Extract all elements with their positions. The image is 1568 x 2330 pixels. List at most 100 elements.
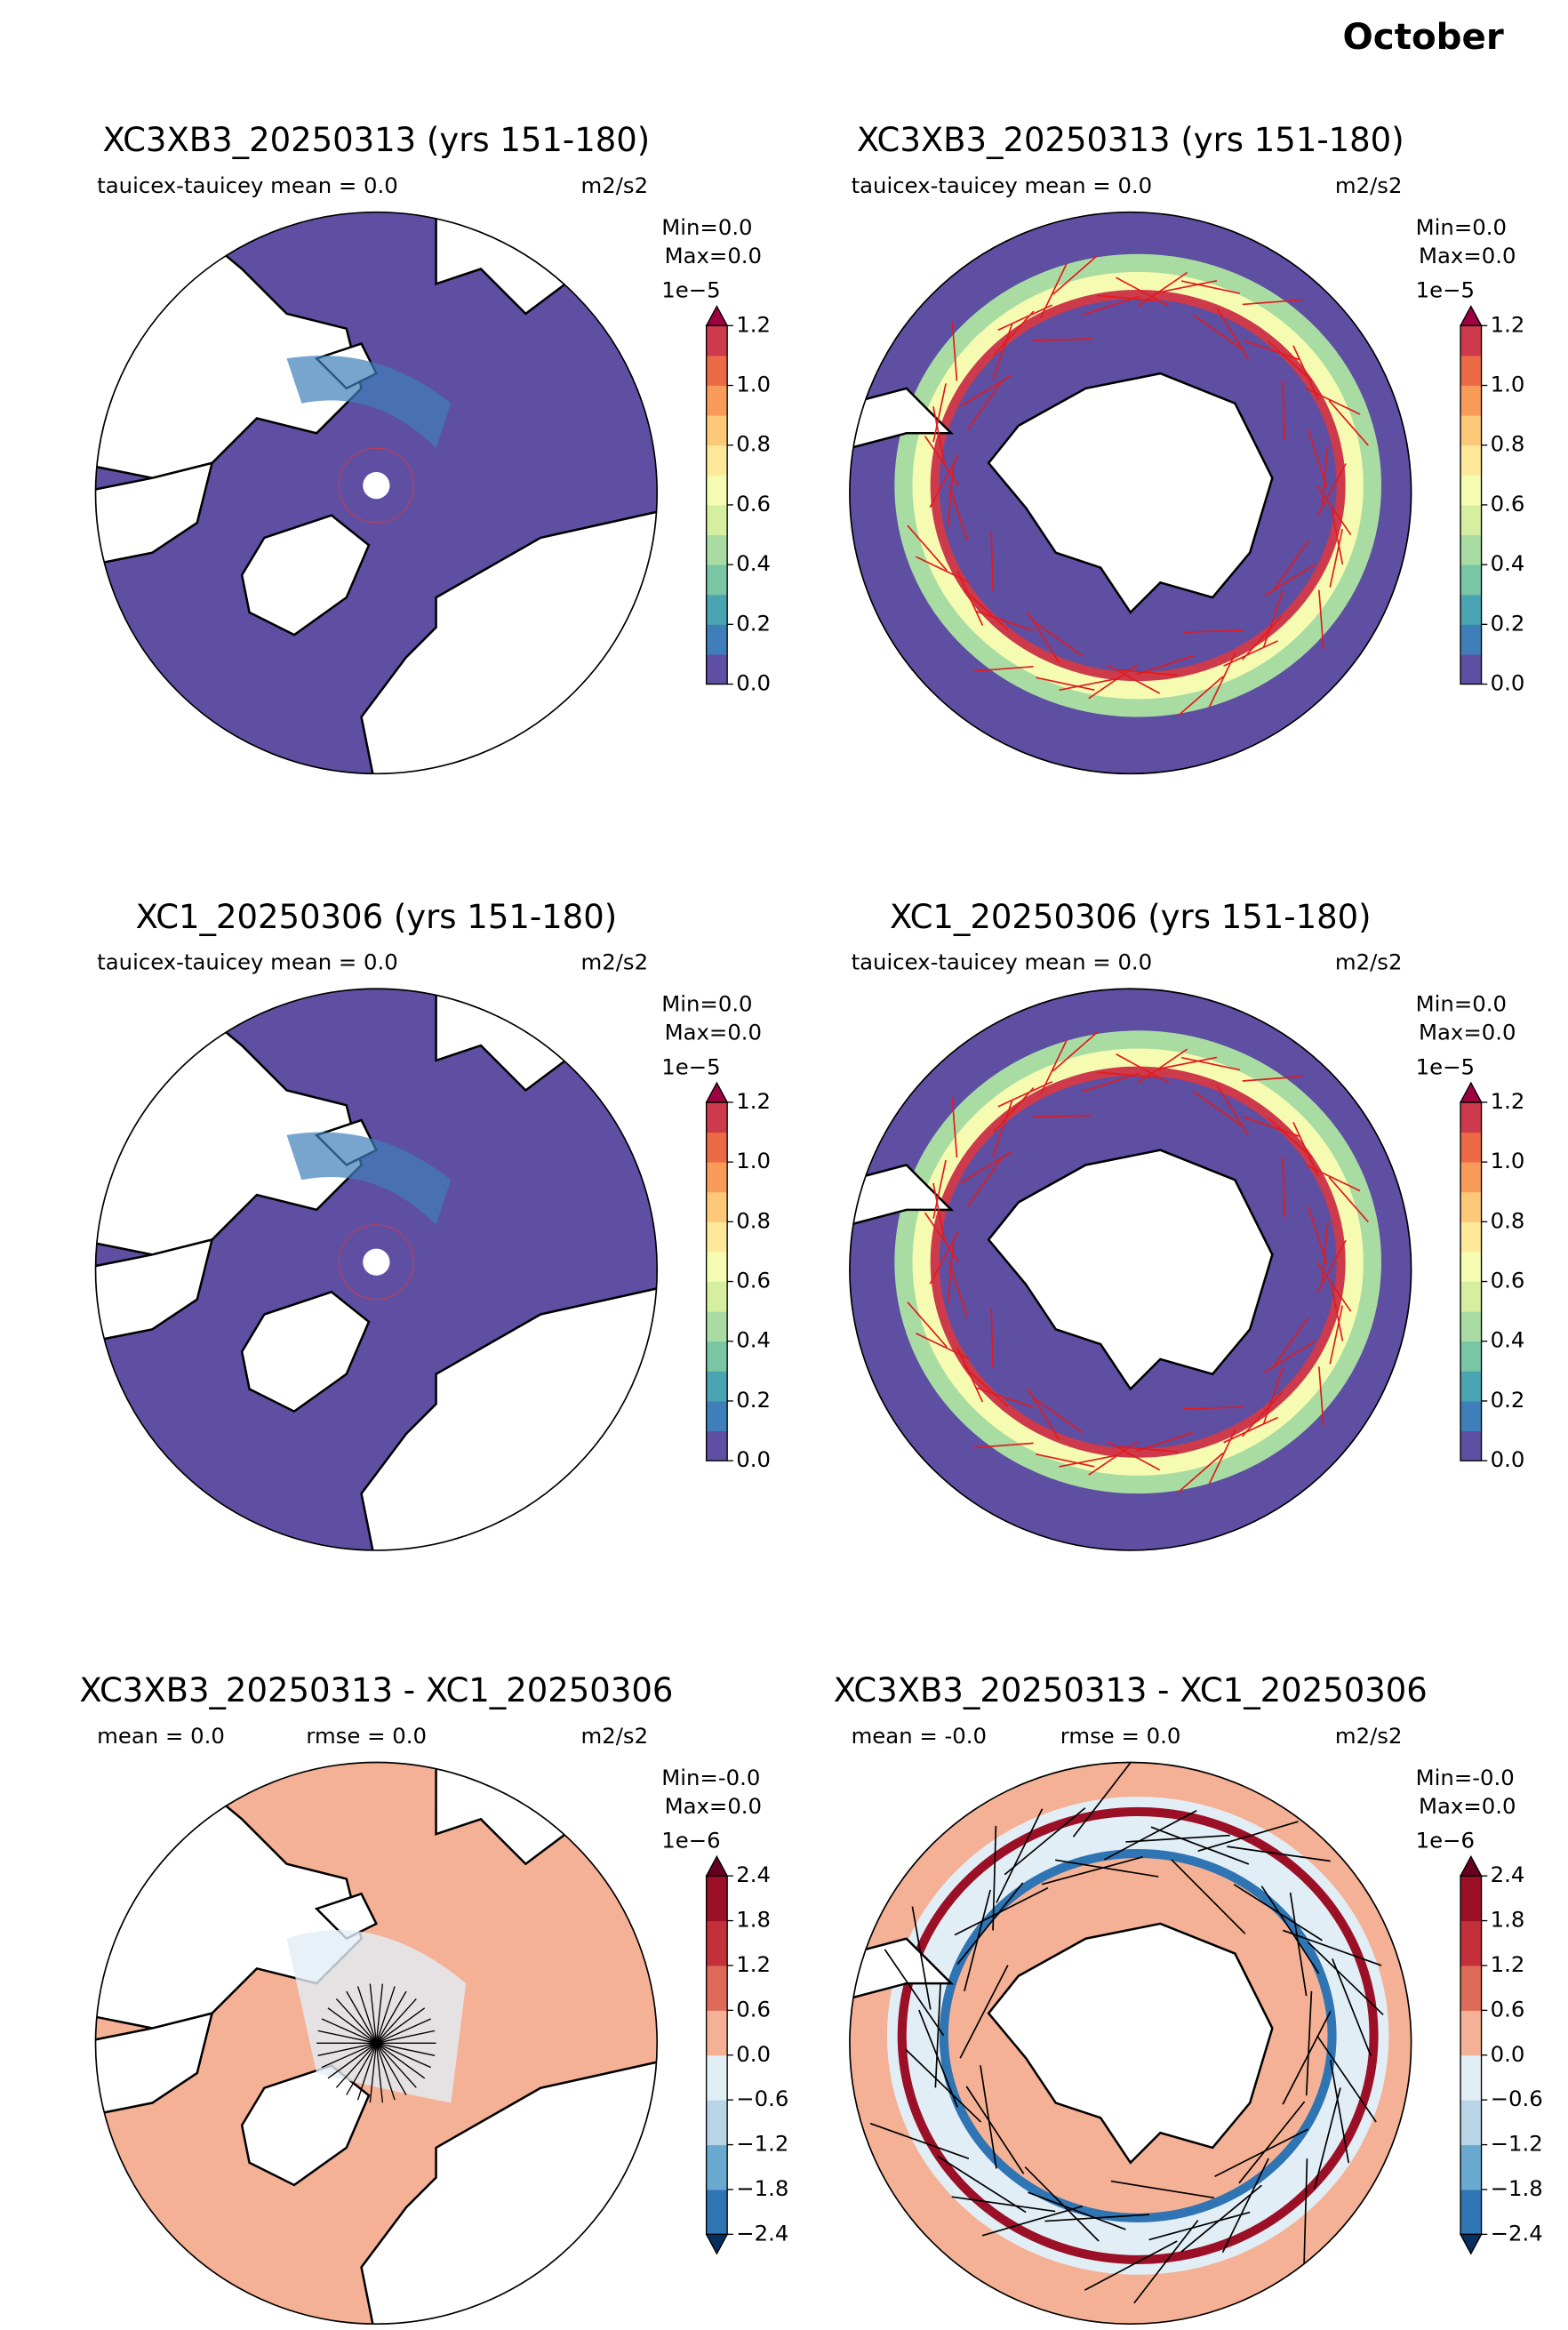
- vector-arrow: [1110, 2180, 1215, 2199]
- map-border: [849, 1761, 1412, 2326]
- vector-arrow: [375, 2043, 396, 2101]
- vector-arrow: [916, 556, 971, 584]
- vector-arrow: [1032, 1114, 1092, 1118]
- colorbar-tick-label: 2.4: [1491, 1862, 1525, 1887]
- vector-arrow: [959, 1965, 1009, 2059]
- colorbar-bin: [706, 1101, 728, 1133]
- colorbar-bin: [706, 1221, 728, 1253]
- vector-arrow: [1329, 528, 1344, 588]
- colorbar-bin: [1460, 534, 1482, 565]
- vector-arrow: [1328, 399, 1369, 446]
- vector-arrow: [1216, 1084, 1249, 1136]
- colorbar-tick-label: 1.8: [736, 1907, 771, 1933]
- sea-ice-band: [912, 271, 1364, 700]
- max-label: Max=0.0: [665, 1793, 762, 1819]
- vector-arrow: [1282, 1157, 1286, 1217]
- colorbar-bin: [706, 1400, 728, 1432]
- vector-arrow: [997, 1080, 1053, 1108]
- colorbar-extend-min: [705, 2233, 729, 2255]
- vector-arrow: [376, 2018, 432, 2044]
- vector-arrow: [356, 1986, 377, 2044]
- vector-arrow: [1292, 345, 1319, 401]
- vector-arrow: [956, 1882, 1024, 1966]
- colorbar-bin: [1460, 564, 1482, 596]
- vector-arrow: [375, 2043, 407, 2095]
- land: [987, 1922, 1274, 2165]
- colorbar-extend-max: [705, 305, 729, 327]
- vector-arrow: [1024, 2166, 1100, 2242]
- sea-ice-band: [930, 1066, 1346, 1458]
- vector-arrow: [346, 2043, 377, 2095]
- max-label: Max=0.0: [665, 243, 762, 268]
- colorbar-bin: [706, 2100, 728, 2146]
- colorbar-bin: [1460, 1251, 1482, 1283]
- vector-arrow: [1321, 1221, 1329, 1282]
- colorbar-bin: [706, 1371, 728, 1402]
- figure-title: October: [1343, 16, 1504, 58]
- colorbar-bin: [1460, 1920, 1482, 1966]
- min-label: Min=-0.0: [1416, 1765, 1515, 1790]
- vector-arrow: [376, 2042, 436, 2056]
- colorbar-exponent: 1e−5: [661, 1053, 720, 1079]
- land: [240, 514, 371, 637]
- vector-arrow: [1137, 271, 1188, 308]
- sea-ice-band: [912, 1048, 1364, 1476]
- panel-title: XC3XB3_20250313 - XC1_20250306: [834, 1671, 1428, 1709]
- vector-arrow: [1242, 299, 1302, 306]
- colorbar-bin: [706, 1251, 728, 1283]
- colorbar-bin: [1460, 2100, 1482, 2146]
- vector-arrow: [956, 1347, 984, 1403]
- colorbar-bin: [706, 564, 728, 596]
- colorbar-bin: [706, 534, 728, 565]
- colorbar-bin: [1460, 444, 1482, 476]
- vector-arrow: [1318, 1366, 1324, 1427]
- vector-arrow: [996, 1808, 1044, 1903]
- vector-arrow: [932, 1159, 947, 1219]
- vector-arrow: [1084, 2240, 1178, 2291]
- vector-arrow: [1082, 295, 1140, 316]
- colorbar-tick-label: 0.6: [736, 1996, 771, 2022]
- vector-arrow: [1262, 1366, 1284, 1425]
- units: m2/s2: [1335, 949, 1403, 975]
- vector-arrow: [1177, 676, 1224, 717]
- vector-arrow: [1116, 276, 1170, 307]
- colorbar-bin: [706, 1876, 728, 1922]
- max-label: Max=0.0: [1419, 1020, 1516, 1045]
- vector-arrow: [1183, 629, 1244, 633]
- colorbar-bin: [706, 1162, 728, 1193]
- units: m2/s2: [581, 1723, 649, 1749]
- panel-stat: tauicex-tauicey mean = 0.0: [97, 172, 398, 198]
- min-label: Min=0.0: [1416, 214, 1507, 240]
- colorbar-bin: [706, 385, 728, 416]
- colorbar-tick-label: 0.0: [736, 1446, 771, 1472]
- colorbar-bin: [1460, 415, 1482, 446]
- min-label: Min=0.0: [661, 991, 752, 1017]
- pole-ring: [338, 1224, 414, 1301]
- vector-arrow: [1208, 1429, 1236, 1485]
- units: m2/s2: [581, 949, 649, 975]
- vector-arrow: [1227, 1846, 1331, 1862]
- colorbar-bin: [1460, 2010, 1482, 2056]
- colorbar-bin: [1460, 325, 1482, 356]
- vector-arrow: [356, 2043, 377, 2101]
- colorbar-tick-label: −2.4: [736, 2220, 788, 2246]
- vector-arrow: [1041, 1856, 1143, 1886]
- vector-arrow: [1180, 280, 1240, 294]
- vector-arrow: [1148, 2211, 1251, 2241]
- colorbar-bin: [1460, 1371, 1482, 1402]
- vector-arrow: [916, 1333, 971, 1360]
- vector-arrow: [1282, 380, 1286, 440]
- vector-arrow: [980, 2065, 997, 2169]
- colorbar-tick-label: −1.8: [1491, 2175, 1543, 2201]
- vector-arrow: [990, 1308, 994, 1368]
- colorbar-bin: [706, 2189, 728, 2235]
- land: [987, 372, 1274, 614]
- vector-arrow: [1171, 1859, 1246, 1934]
- colorbar-bin: [1460, 1281, 1482, 1312]
- vector-arrow: [1264, 564, 1316, 597]
- vector-arrow: [960, 1150, 1012, 1184]
- colorbar-bin: [1460, 1876, 1482, 1922]
- colorbar-tick-label: 0.8: [736, 1207, 771, 1233]
- colorbar-bin: [1460, 1430, 1482, 1461]
- vector-arrow: [1221, 2158, 1269, 2254]
